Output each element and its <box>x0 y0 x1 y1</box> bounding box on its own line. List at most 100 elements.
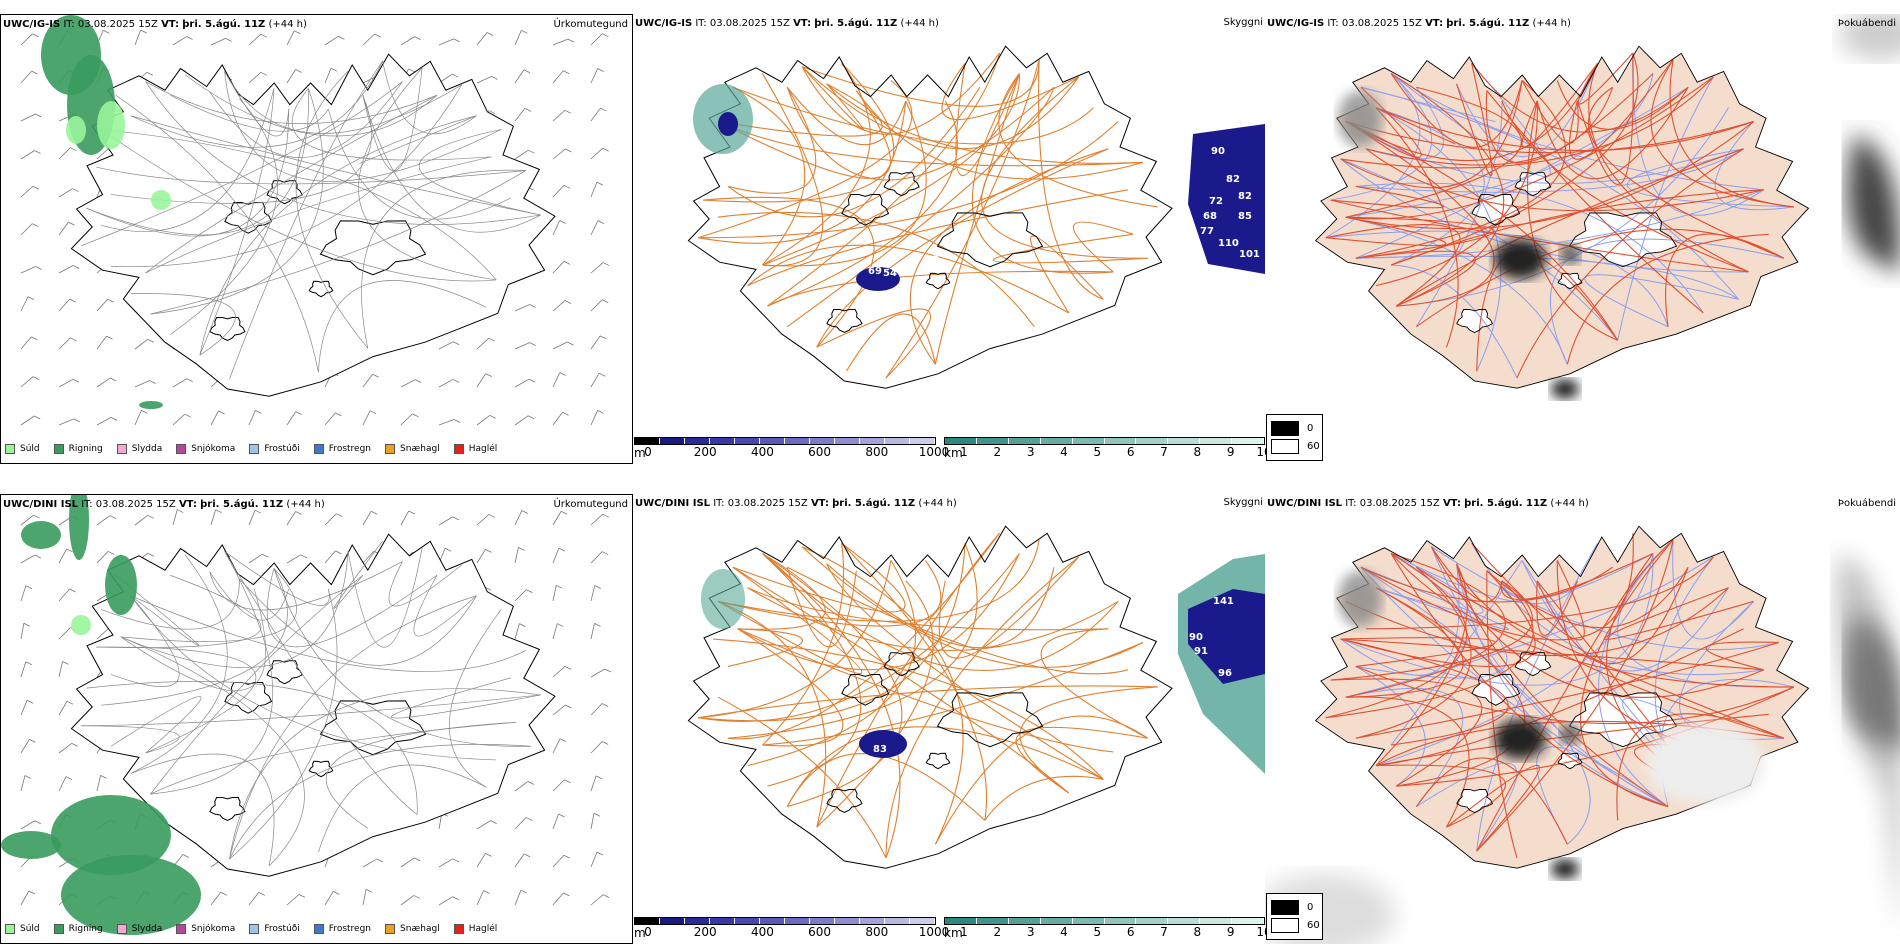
precip-legend-item: Súld <box>5 444 40 454</box>
fog-key-bottom: 0 60 <box>1266 893 1323 940</box>
cloud-value-label: 77 <box>1200 226 1214 237</box>
fog-key-swatch <box>1271 917 1299 933</box>
fog-title-bottom: Þokuábendi <box>1837 498 1896 509</box>
cloudbase-unit: m <box>634 926 646 940</box>
vt-label: VT: <box>161 19 180 30</box>
colorbar-tick: 3 <box>1026 925 1035 939</box>
fog-header-top: UWC/IG-IS IT: 03.08.2025 15Z VT: þri. 5.… <box>1267 18 1571 29</box>
colorbar-tick: 0 <box>644 445 652 459</box>
cloud-value-label: 82 <box>1226 174 1240 185</box>
legend-swatch <box>453 924 464 934</box>
legend-swatch <box>176 444 187 454</box>
cloud-value-label: 82 <box>1238 191 1252 202</box>
colorbar-tick: 4 <box>1060 445 1068 459</box>
colorbar-swatch <box>945 438 977 444</box>
cloud-value-label: 90 <box>1211 146 1225 157</box>
cloudbase-unit: m <box>634 446 646 460</box>
colorbar-tick: 7 <box>1160 925 1168 939</box>
colorbar-swatch <box>735 438 760 444</box>
legend-swatch <box>385 444 396 454</box>
precip-legend-item: Snæhagl <box>385 924 440 934</box>
colorbar-swatch <box>760 918 785 924</box>
cloud-value-label: 65 <box>918 866 932 877</box>
colorbar-swatch <box>1200 438 1233 444</box>
precip-panel-top: UWC/IG-IS IT: 03.08.2025 15Z VT: þri. 5.… <box>0 14 633 464</box>
colorbar-swatch <box>735 918 760 924</box>
precip-legend-item: Frostúði <box>249 444 300 454</box>
colorbar-swatch <box>635 918 660 924</box>
fog-key-item: 60 <box>1267 916 1322 934</box>
colorbar-tick: 800 <box>865 445 889 459</box>
colorbar-tick: 2 <box>993 445 1002 459</box>
colorbar-swatch <box>810 438 835 444</box>
cloud-title-bottom: Skyggni <box>1223 497 1263 508</box>
legend-swatch <box>249 924 260 934</box>
lead-time: (+44 h) <box>268 19 307 30</box>
colorbar-tick: 400 <box>750 445 774 459</box>
cloud-panel-top: 90 82 82 72 85 68 77 110 101 69 54 56 92 UWC/IG-IS I… <box>633 14 1265 464</box>
fog-title-top: Þokuábendi <box>1837 18 1896 29</box>
colorbar-swatch <box>1168 918 1201 924</box>
colorbar-tick: 0 <box>644 925 652 939</box>
fog-key-item: 0 <box>1267 419 1322 437</box>
colorbar-swatch <box>1232 438 1265 444</box>
precip-legend-item: Rigning <box>53 924 103 934</box>
legend-swatch <box>453 444 464 454</box>
legend-label: Snjókoma <box>191 444 236 454</box>
precip-legend-item: Snjókoma <box>176 924 235 934</box>
colorbar-swatch <box>1136 918 1169 924</box>
legend-label: Frostregn <box>328 924 372 934</box>
colorbar-swatch <box>660 438 685 444</box>
colorbar-tick: 800 <box>865 925 889 939</box>
colorbar-swatch <box>976 438 1009 444</box>
colorbar-swatch <box>1104 438 1137 444</box>
fog-panel-top: UWC/IG-IS IT: 03.08.2025 15Z VT: þri. 5.… <box>1265 14 1900 464</box>
legend-swatch <box>5 444 15 454</box>
colorbar-swatch <box>685 438 710 444</box>
colorbar-tick: 400 <box>750 925 774 939</box>
colorbar-tick: 9 <box>1226 925 1235 939</box>
colorbar-swatch <box>910 918 935 924</box>
precip-header-bottom: UWC/DINI ISL IT: 03.08.2025 15Z VT: þri.… <box>3 499 325 510</box>
colorbar-tick: 2 <box>993 925 1002 939</box>
fog-panel-bottom: UWC/DINI ISL IT: 03.08.2025 15Z VT: þri.… <box>1265 494 1900 944</box>
legend-label: Haglél <box>468 444 498 454</box>
precip-legend-item: Frostregn <box>313 924 372 934</box>
fog-key-swatch <box>1271 899 1299 915</box>
legend-label: Súld <box>20 924 40 934</box>
cloud-panel-bottom: 141 90 91 96 83 65 UWC/DINI ISL IT: 03.08.202… <box>633 494 1265 944</box>
legend-swatch <box>116 924 127 934</box>
precip-legend-item: Haglél <box>453 444 498 454</box>
legend-label: Snæhagl <box>400 444 440 454</box>
visibility-colorbar-top: 1 2 3 4 5 6 7 8 9 10 km <box>944 437 1272 460</box>
colorbar-swatch <box>785 438 810 444</box>
colorbar-tick: 8 <box>1193 445 1202 459</box>
precip-legend-item: Súld <box>5 924 40 934</box>
cloud-title-top: Skyggni <box>1223 17 1263 28</box>
colorbar-swatch <box>1136 438 1169 444</box>
colorbar-swatch <box>785 918 810 924</box>
precip-legend-item: Haglél <box>453 924 497 934</box>
colorbar-swatch <box>635 438 660 444</box>
colorbar-swatch <box>860 438 885 444</box>
cloud-value-label: 91 <box>1194 646 1208 657</box>
colorbar-swatch <box>1008 918 1041 924</box>
cloud-value-label: 83 <box>873 744 887 755</box>
precip-legend-item: Slydda <box>116 444 162 454</box>
legend-label: Súld <box>20 444 40 454</box>
precip-title-bottom: Úrkomutegund <box>553 499 628 510</box>
colorbar-tick: 1000 <box>918 925 950 939</box>
cloud-value-label: 56 <box>933 249 947 260</box>
colorbar-tick: 600 <box>808 445 832 459</box>
fog-key-label: 60 <box>1307 440 1320 452</box>
colorbar-swatch <box>1232 918 1265 924</box>
colorbar-swatch <box>885 918 910 924</box>
colorbar-swatch <box>1040 918 1073 924</box>
colorbar-swatch <box>1040 438 1073 444</box>
cloud-value-label: 90 <box>1189 632 1203 643</box>
legend-label: Rigning <box>68 444 103 454</box>
colorbar-swatch <box>1168 438 1201 444</box>
colorbar-tick: 6 <box>1126 925 1135 939</box>
precip-panel-bottom: UWC/DINI ISL IT: 03.08.2025 15Z VT: þri.… <box>0 494 633 944</box>
cloud-value-label: 54 <box>883 268 897 279</box>
